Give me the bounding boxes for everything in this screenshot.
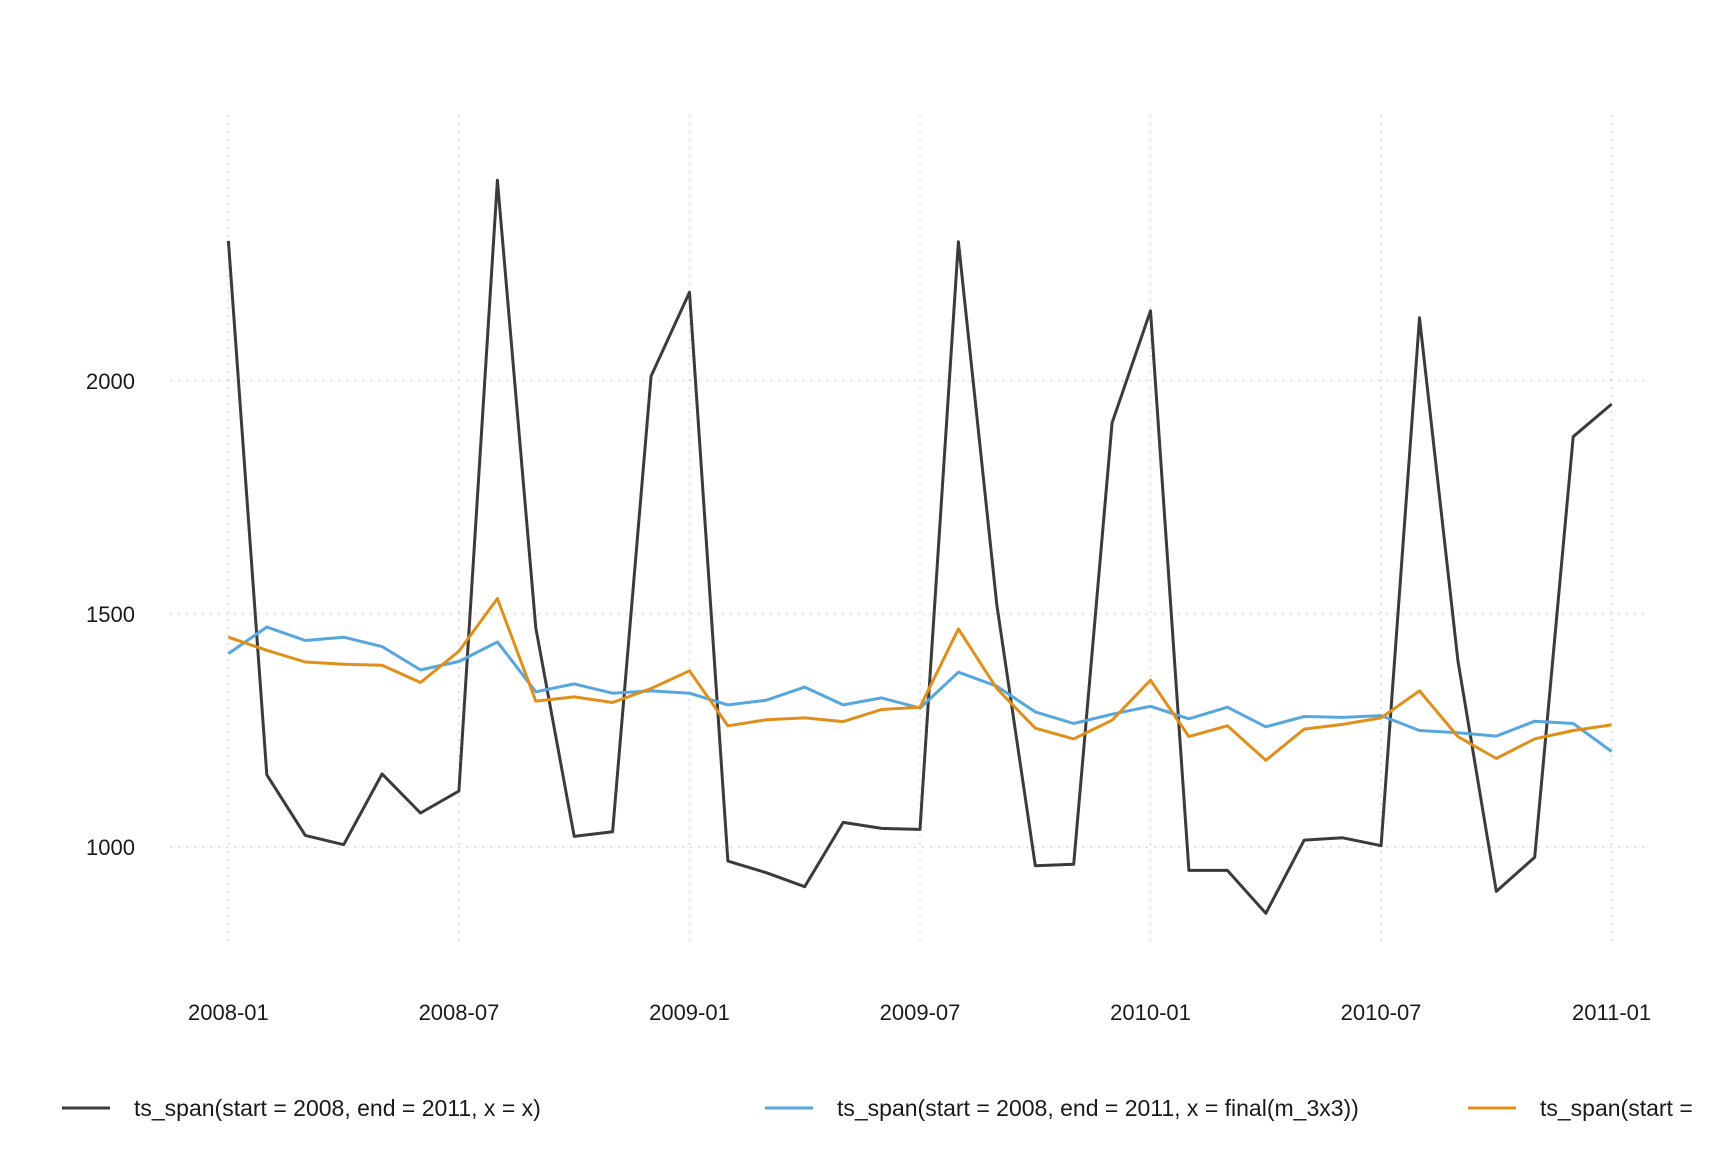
x-tick-label: 2010-01: [1110, 1000, 1191, 1025]
grid-lines: [170, 115, 1650, 945]
x-tick-label: 2010-07: [1341, 1000, 1422, 1025]
legend-label: ts_span(start =: [1540, 1095, 1693, 1121]
x-tick-label: 2008-01: [188, 1000, 269, 1025]
x-tick-label: 2009-01: [649, 1000, 730, 1025]
y-axis-tick-labels: 1000 1500 2000: [86, 369, 135, 860]
x-axis-tick-labels: 2008-01 2008-07 2009-01 2009-07 2010-01 …: [188, 1000, 1651, 1025]
series-line-3: [227, 597, 1612, 762]
legend-item: ts_span(start = 2008, end = 2011, x = fi…: [765, 1095, 1359, 1121]
y-tick-label: 1000: [86, 835, 135, 860]
legend-item: ts_span(start =: [1468, 1095, 1693, 1121]
x-tick-label: 2008-07: [419, 1000, 500, 1025]
series-lines: [226, 178, 1613, 915]
legend-label: ts_span(start = 2008, end = 2011, x = x): [134, 1095, 541, 1121]
legend-label: ts_span(start = 2008, end = 2011, x = fi…: [837, 1095, 1359, 1121]
x-tick-label: 2009-07: [880, 1000, 961, 1025]
legend: ts_span(start = 2008, end = 2011, x = x)…: [62, 1095, 1693, 1121]
series-line-1: [226, 178, 1613, 915]
x-tick-label: 2011-01: [1572, 1000, 1651, 1025]
y-tick-label: 1500: [86, 602, 135, 627]
y-tick-label: 2000: [86, 369, 135, 394]
legend-item: ts_span(start = 2008, end = 2011, x = x): [62, 1095, 541, 1121]
